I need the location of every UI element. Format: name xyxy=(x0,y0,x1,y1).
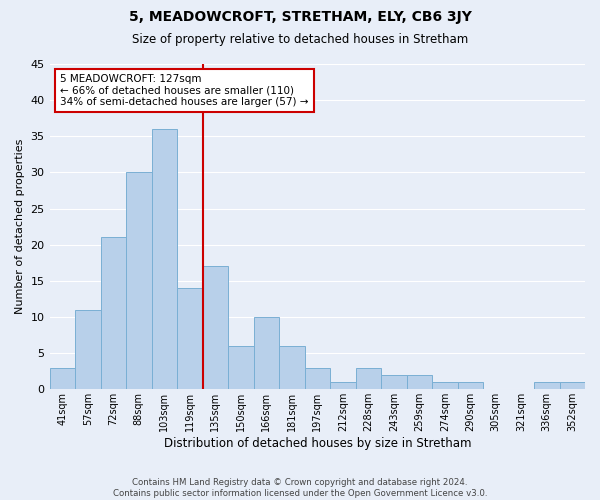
Bar xyxy=(458,382,483,390)
Text: 5 MEADOWCROFT: 127sqm
← 66% of detached houses are smaller (110)
34% of semi-det: 5 MEADOWCROFT: 127sqm ← 66% of detached … xyxy=(60,74,309,107)
Text: Contains HM Land Registry data © Crown copyright and database right 2024.
Contai: Contains HM Land Registry data © Crown c… xyxy=(113,478,487,498)
Bar xyxy=(305,368,330,390)
Bar xyxy=(50,368,75,390)
Bar xyxy=(432,382,458,390)
X-axis label: Distribution of detached houses by size in Stretham: Distribution of detached houses by size … xyxy=(164,437,471,450)
Bar xyxy=(152,129,177,390)
Bar xyxy=(254,317,279,390)
Bar xyxy=(534,382,560,390)
Bar xyxy=(126,172,152,390)
Bar xyxy=(560,382,585,390)
Bar xyxy=(381,375,407,390)
Bar xyxy=(356,368,381,390)
Text: 5, MEADOWCROFT, STRETHAM, ELY, CB6 3JY: 5, MEADOWCROFT, STRETHAM, ELY, CB6 3JY xyxy=(128,10,472,24)
Bar xyxy=(177,288,203,390)
Bar xyxy=(228,346,254,390)
Y-axis label: Number of detached properties: Number of detached properties xyxy=(15,139,25,314)
Text: Size of property relative to detached houses in Stretham: Size of property relative to detached ho… xyxy=(132,32,468,46)
Bar xyxy=(330,382,356,390)
Bar xyxy=(279,346,305,390)
Bar xyxy=(101,238,126,390)
Bar xyxy=(203,266,228,390)
Bar xyxy=(75,310,101,390)
Bar xyxy=(407,375,432,390)
